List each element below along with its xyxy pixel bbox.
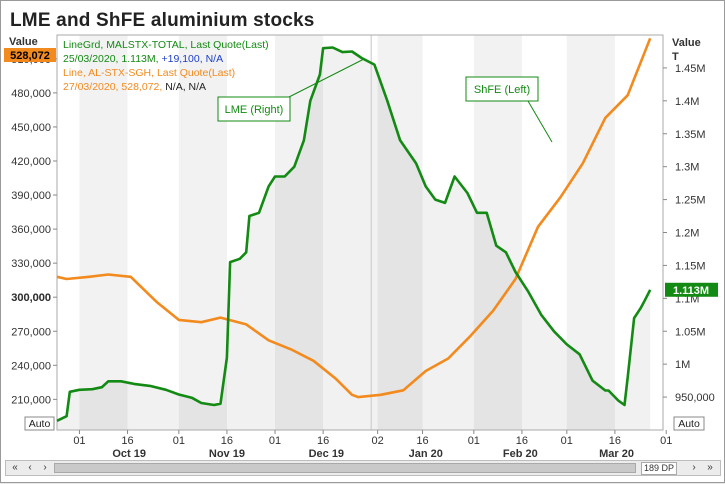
- right-tick-label: 1.05M: [675, 326, 706, 338]
- left-tick-label: 390,000: [11, 190, 51, 202]
- left-tick-label: 480,000: [11, 88, 51, 100]
- right-tick-label: 1.15M: [675, 260, 706, 272]
- left-tick-label: 270,000: [11, 326, 51, 338]
- lme-last-value: 1.113M: [673, 285, 709, 297]
- left-tick-label: 360,000: [11, 224, 51, 236]
- legend-shfe-title: Line, AL-STX-SGH, Last Quote(Last): [63, 67, 236, 79]
- x-tick-label: 01: [468, 435, 480, 447]
- x-tick-label: 01: [660, 435, 672, 447]
- left-auto-scale-button[interactable]: [24, 416, 55, 431]
- scroll-left-button[interactable]: ‹: [28, 462, 32, 473]
- x-tick-label: 02: [372, 435, 384, 447]
- left-tick-label: 210,000: [11, 394, 51, 406]
- right-tick-label: 1.35M: [675, 129, 706, 141]
- right-axis-title: Value: [672, 37, 701, 49]
- left-tick-label: 240,000: [11, 360, 51, 372]
- legend-lme-na: N/A: [205, 53, 224, 65]
- x-month-label: Jan 20: [409, 448, 443, 460]
- right-auto-scale-label: Auto: [678, 418, 700, 430]
- chart-title: LME and ShFE aluminium stocks: [10, 10, 315, 31]
- scroll-right-small-button[interactable]: ›: [43, 462, 47, 473]
- left-tick-label: 300,000: [11, 292, 51, 304]
- time-scrollbar[interactable]: « ‹ › 189 DP › »: [5, 460, 721, 476]
- shfe-last-value: 528,072: [10, 50, 50, 62]
- right-tick-label: 950,000: [675, 392, 715, 404]
- shfe-series-line: [56, 37, 652, 399]
- shfe-callout-label: ShFE (Left): [474, 84, 530, 96]
- lme-callout-box[interactable]: [217, 96, 291, 122]
- week-band: [377, 35, 423, 430]
- right-tick-label: 1.45M: [675, 63, 706, 75]
- x-tick-label: 01: [269, 435, 281, 447]
- x-month-label: Dec 19: [309, 448, 344, 460]
- scroll-right-button[interactable]: ›: [692, 462, 696, 473]
- x-tick-label: 16: [221, 435, 233, 447]
- lme-callout-leader: [288, 58, 365, 98]
- right-tick-label: 1.3M: [675, 162, 699, 174]
- legend-lme-change: +19,100,: [161, 53, 203, 65]
- x-axis: 01 16 01 16 01 16 02 16 01 16 01 16 01 Oct 19 Nov 19 De…: [73, 430, 672, 460]
- right-tick-label: 1.2M: [675, 228, 699, 240]
- left-axis-title: Value: [9, 36, 38, 48]
- lme-series-line: [56, 46, 652, 422]
- x-tick-label: 01: [173, 435, 185, 447]
- legend-lme-title: LineGrd, MALSTX-TOTAL, Last Quote(Last): [63, 39, 269, 51]
- legend-shfe-na: N/A, N/A: [165, 81, 207, 93]
- left-tick-label-bold: 300,000: [11, 292, 51, 304]
- x-tick-label: 16: [516, 435, 528, 447]
- x-month-label: Mar 20: [599, 448, 634, 460]
- lme-last-value-badge: [665, 282, 718, 297]
- right-axis-unit: T: [672, 51, 679, 63]
- week-band: [79, 35, 128, 430]
- x-month-label: Feb 20: [503, 448, 538, 460]
- legend-shfe-date-value: 27/03/2020, 528,072,: [63, 81, 163, 93]
- x-tick-label: 16: [609, 435, 621, 447]
- week-band: [566, 35, 615, 430]
- right-auto-scale-button[interactable]: [673, 416, 705, 431]
- x-tick-label: 01: [73, 435, 85, 447]
- lme-callout-label: LME (Right): [225, 104, 284, 116]
- legend-shfe-values: 27/03/2020, 528,072, N/A, N/A: [63, 81, 206, 93]
- x-tick-label: 16: [121, 435, 133, 447]
- lme-area-fill: [57, 47, 651, 430]
- right-tick-label: 1.25M: [675, 195, 706, 207]
- shfe-callout-leader: [527, 100, 553, 143]
- scroll-last-button[interactable]: »: [707, 462, 713, 473]
- left-tick-label: 420,000: [11, 156, 51, 168]
- x-tick-label: 01: [561, 435, 573, 447]
- scrollbar-thumb[interactable]: [54, 463, 636, 473]
- legend-lme-date-value: 25/03/2020, 1.113M,: [63, 53, 159, 65]
- left-auto-scale-label: Auto: [29, 418, 51, 430]
- scroll-first-button[interactable]: «: [12, 462, 18, 473]
- x-tick-label: 16: [317, 435, 329, 447]
- right-tick-label: 1.4M: [675, 96, 699, 108]
- shfe-callout-box[interactable]: [465, 76, 539, 102]
- x-month-label: Oct 19: [112, 448, 146, 460]
- shfe-last-value-badge: [4, 48, 56, 62]
- data-points-count: 189 DP: [641, 462, 678, 475]
- left-tick-label: 450,000: [11, 122, 51, 134]
- x-month-label: Nov 19: [209, 448, 245, 460]
- week-band: [178, 35, 227, 430]
- x-tick-label: 16: [416, 435, 428, 447]
- left-tick-label: 330,000: [11, 258, 51, 270]
- left-axis: 210,000 240,000 270,000 300,000 330,000 360,0…: [11, 54, 57, 406]
- right-axis: 950,0001M1.05M1.1M1.15M1.2M1.25M1.3M1.35…: [663, 63, 715, 404]
- legend-lme-values: 25/03/2020, 1.113M, +19,100, N/A: [63, 53, 223, 65]
- right-tick-label: 1M: [675, 359, 690, 371]
